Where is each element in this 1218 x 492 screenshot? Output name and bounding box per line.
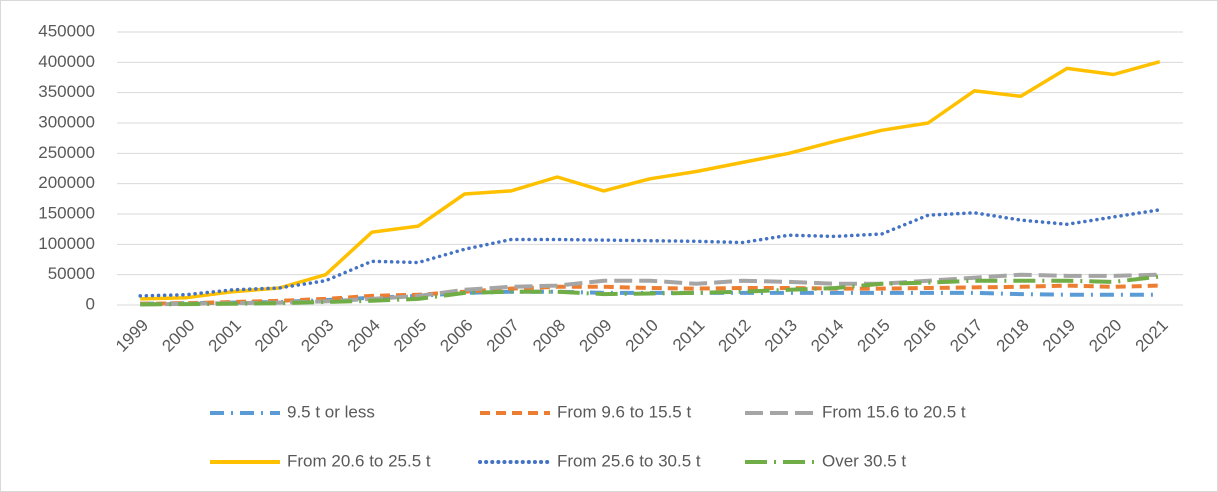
y-tick-label: 200000 <box>38 173 95 192</box>
y-tick-label: 150000 <box>38 203 95 222</box>
y-tick-label: 400000 <box>38 52 95 71</box>
series-line <box>140 274 1161 307</box>
y-tick-label: 100000 <box>38 234 95 253</box>
legend-label: Over 30.5 t <box>822 451 906 470</box>
y-tick-label: 350000 <box>38 82 95 101</box>
y-tick-label: 50000 <box>48 264 95 283</box>
series-line <box>140 60 1161 301</box>
y-tick-label: 450000 <box>38 21 95 40</box>
legend-label: From 9.6 to 15.5 t <box>557 402 691 421</box>
series-line <box>138 208 1162 298</box>
y-tick-label: 0 <box>86 294 95 313</box>
series-line <box>140 283 1160 306</box>
legend-label: From 25.6 to 30.5 t <box>557 451 701 470</box>
legend-label: 9.5 t or less <box>287 402 375 421</box>
y-tick-label: 300000 <box>38 112 95 131</box>
y-tick-label: 250000 <box>38 143 95 162</box>
legend-label: From 15.6 to 20.5 t <box>822 402 966 421</box>
series-line <box>140 272 1160 307</box>
legend-label: From 20.6 to 25.5 t <box>287 451 431 470</box>
